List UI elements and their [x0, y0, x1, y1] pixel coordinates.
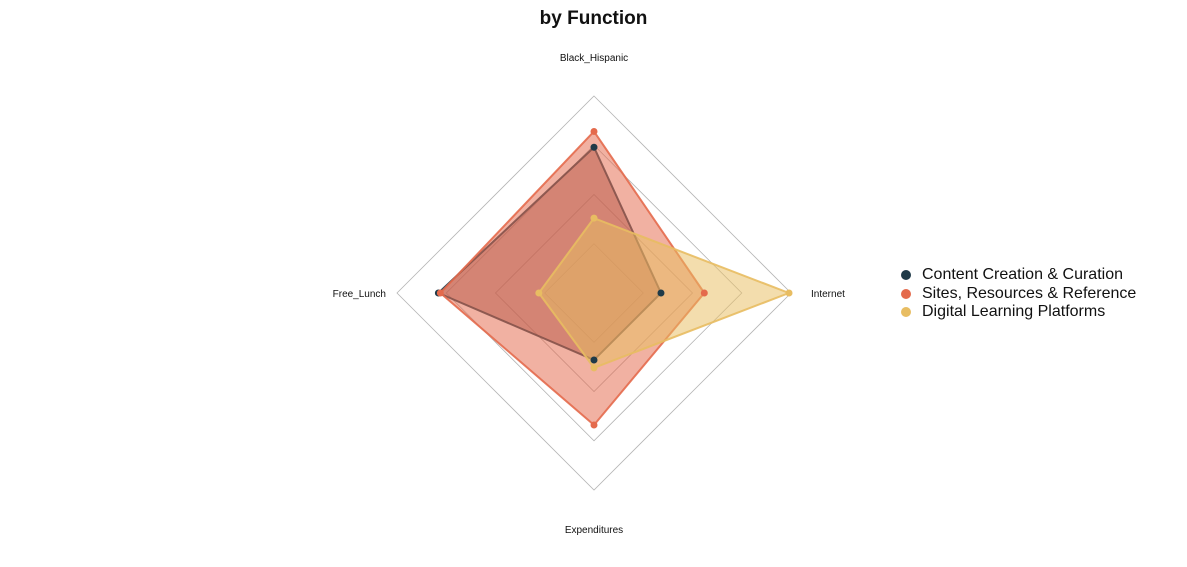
legend-item: Sites, Resources & Reference — [901, 285, 1136, 304]
legend-marker — [901, 307, 911, 318]
axis-label: Expenditures — [565, 525, 623, 536]
legend-item: Content Creation & Curation — [901, 266, 1136, 285]
data-point — [535, 289, 543, 297]
series-points — [434, 127, 793, 429]
data-point — [657, 289, 665, 297]
legend-label: Sites, Resources & Reference — [922, 284, 1137, 302]
legend-label: Content Creation & Curation — [922, 266, 1123, 284]
axis-labels: Black_Hispanic Internet Expenditures Free_L… — [333, 53, 846, 536]
axis-label: Free_Lunch — [333, 289, 386, 300]
axis-label: Black_Hispanic — [560, 53, 628, 64]
data-point — [590, 421, 598, 429]
legend-marker — [901, 270, 911, 281]
data-point — [590, 127, 598, 135]
legend-marker — [901, 288, 911, 299]
axis-label: Internet — [811, 289, 845, 300]
legend-item: Digital Learning Platforms — [901, 303, 1136, 322]
data-point — [590, 356, 598, 364]
series-areas — [437, 130, 791, 426]
chart-title: by Function — [539, 8, 648, 29]
legend: Content Creation & Curation Sites, Resour… — [901, 266, 1136, 322]
data-point — [785, 289, 793, 297]
grid-ring — [396, 95, 792, 491]
data-point — [590, 214, 598, 222]
data-point — [590, 364, 598, 372]
data-point — [436, 289, 444, 297]
legend-label: Digital Learning Platforms — [922, 303, 1106, 321]
data-point — [590, 143, 598, 151]
data-point — [700, 289, 708, 297]
